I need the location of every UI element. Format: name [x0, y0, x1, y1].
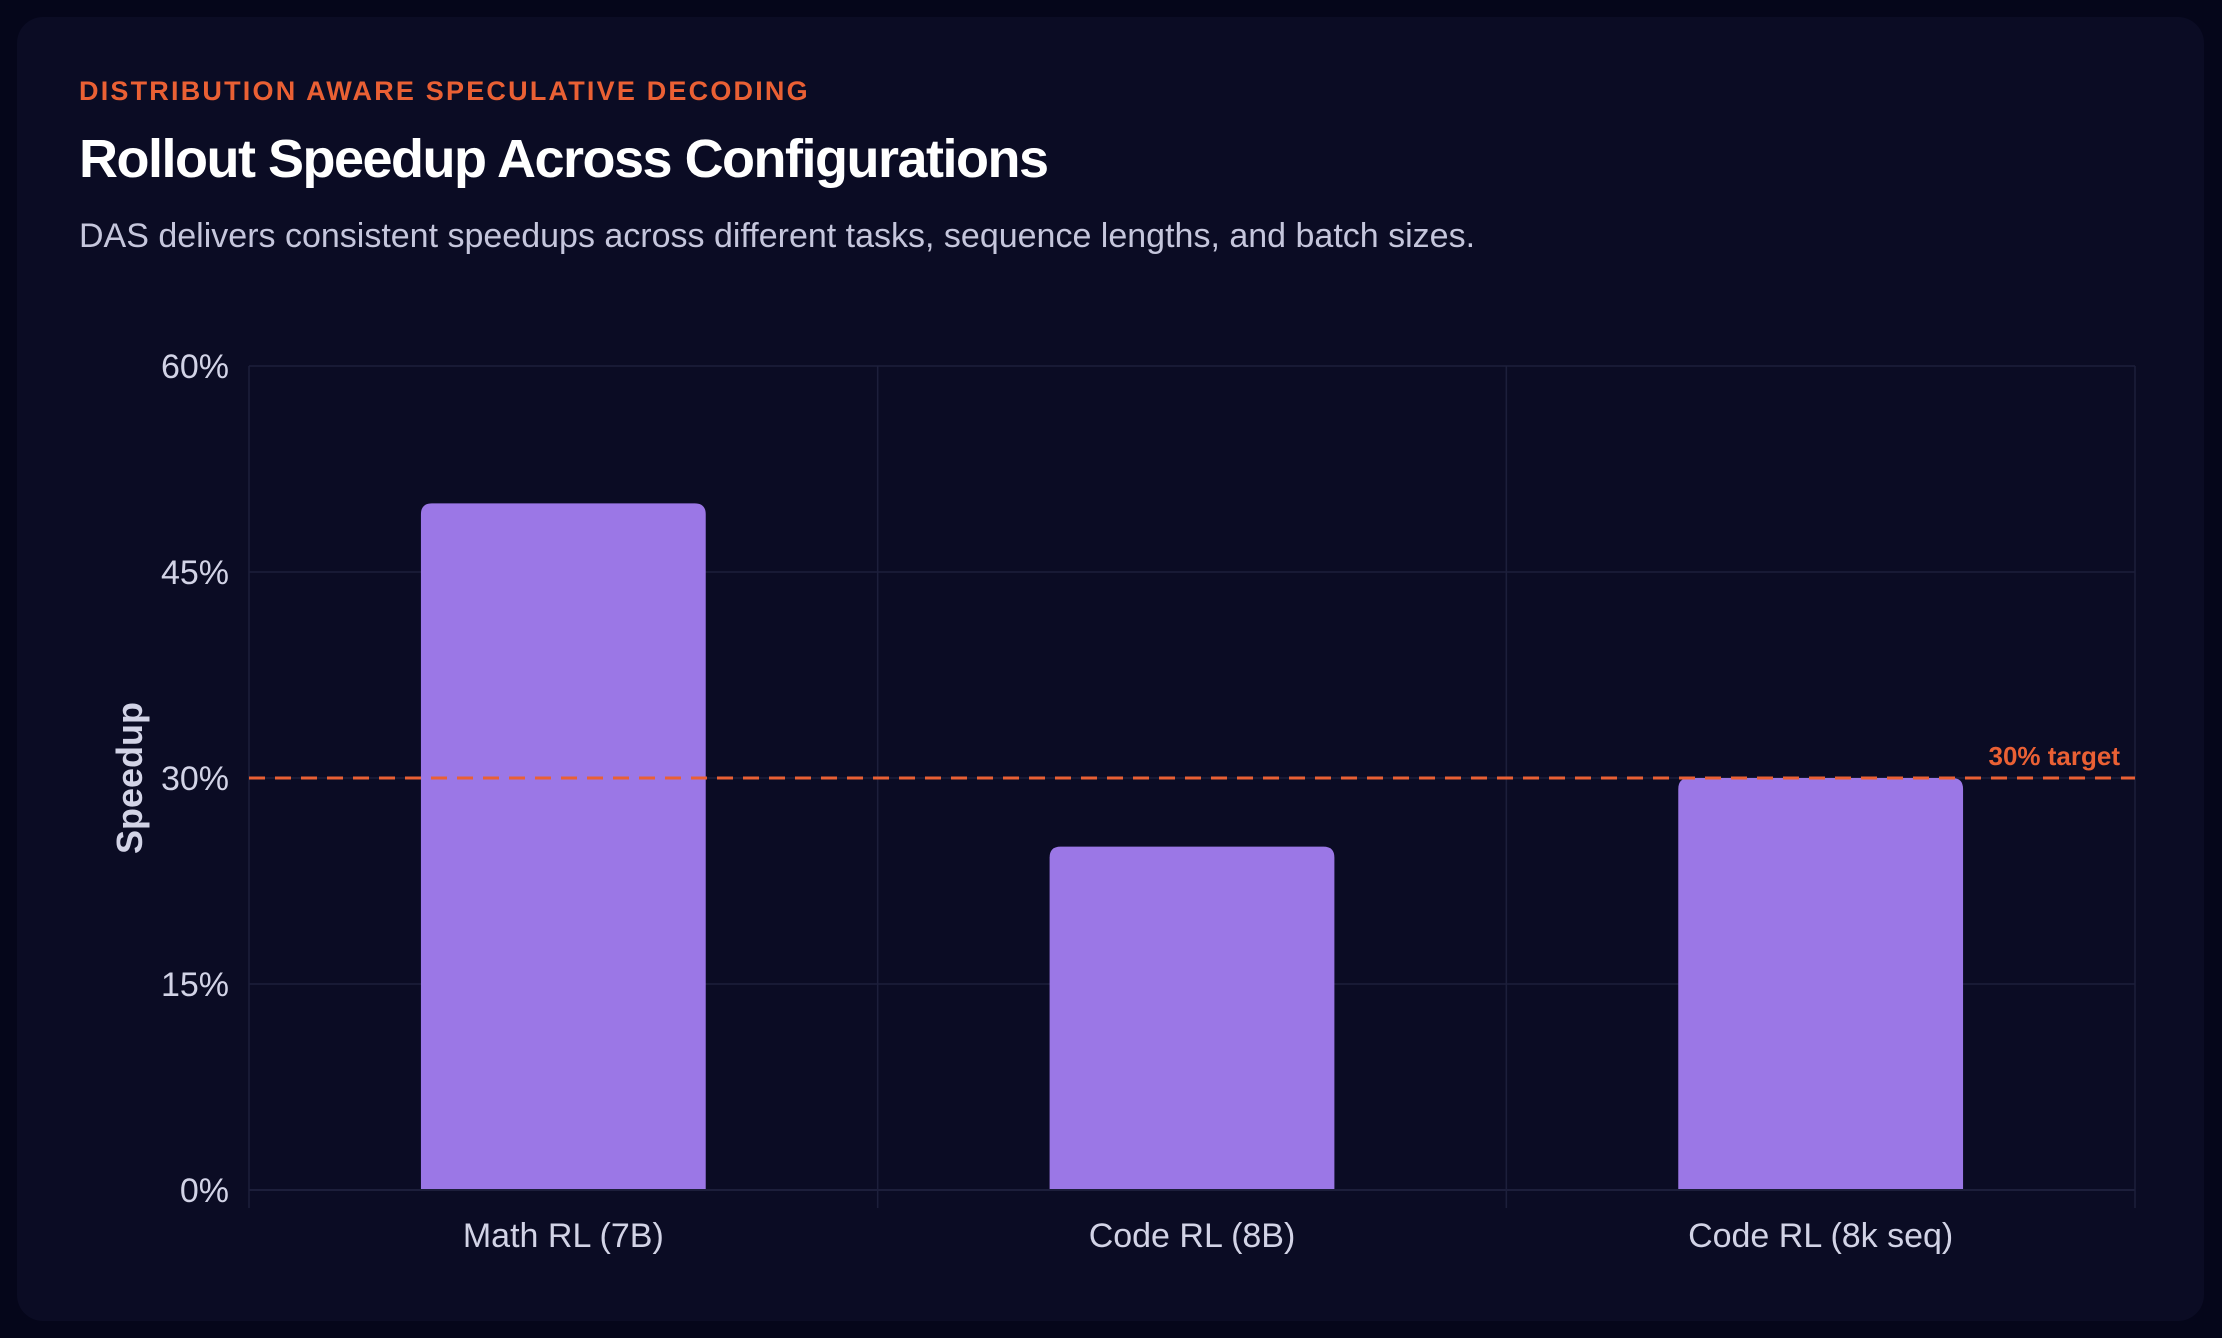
y-tick-label: 0% [180, 1172, 229, 1210]
target-line-label: 30% target [1989, 741, 2121, 771]
y-tick-label: 30% [161, 760, 229, 798]
y-tick-label: 15% [161, 966, 229, 1004]
bar-2 [1678, 778, 1964, 1190]
chart-subtitle: DAS delivers consistent speedups across … [79, 217, 1476, 255]
chart-title: Rollout Speedup Across Configurations [79, 129, 1049, 189]
x-tick-label: Code RL (8B) [1089, 1217, 1296, 1255]
y-tick-label: 45% [161, 554, 229, 592]
y-tick-label: 60% [161, 348, 229, 386]
bar-1 [1049, 846, 1335, 1190]
bar-0 [420, 503, 706, 1190]
x-tick-label: Math RL (7B) [463, 1217, 664, 1255]
y-axis-title: Speedup [109, 702, 150, 854]
x-tick-label: Code RL (8k seq) [1688, 1217, 1953, 1255]
chart-eyebrow: DISTRIBUTION AWARE SPECULATIVE DECODING [79, 76, 810, 106]
